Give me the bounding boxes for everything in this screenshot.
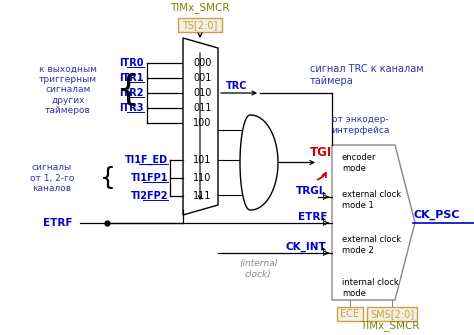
Text: ↑: ↑ [319, 192, 328, 202]
Text: TS[2:0]: TS[2:0] [182, 20, 218, 30]
Text: TIMx_SMCR: TIMx_SMCR [170, 3, 230, 13]
Text: internal clock
mode: internal clock mode [342, 278, 399, 298]
Text: TRC: TRC [226, 81, 247, 91]
Text: TI1FP1: TI1FP1 [130, 173, 168, 183]
Text: TI2FP2: TI2FP2 [130, 191, 168, 201]
Text: ECE: ECE [340, 309, 359, 319]
Text: ↑: ↑ [319, 218, 328, 228]
Text: 001: 001 [193, 73, 211, 83]
Text: ETRF: ETRF [298, 212, 328, 222]
Text: CK_INT: CK_INT [286, 242, 327, 252]
Polygon shape [332, 145, 415, 300]
Text: {: { [100, 166, 116, 190]
Text: ETRF: ETRF [43, 218, 73, 228]
Text: сигнал TRC к каналам
таймера: сигнал TRC к каналам таймера [310, 64, 424, 86]
Text: ITR0: ITR0 [119, 58, 144, 68]
Polygon shape [240, 115, 278, 210]
Text: SMS[2:0]: SMS[2:0] [370, 309, 414, 319]
Bar [178, 18, 222, 32]
Text: сигналы
от 1, 2-го
каналов: сигналы от 1, 2-го каналов [30, 163, 74, 193]
Text: 101: 101 [193, 155, 211, 165]
Text: ITR1: ITR1 [119, 73, 144, 83]
Text: ↑: ↑ [319, 248, 328, 258]
Text: TRGI: TRGI [296, 186, 324, 196]
Text: 000: 000 [193, 58, 211, 68]
Text: (internal
clock): (internal clock) [239, 259, 277, 279]
Text: {: { [117, 73, 139, 107]
Text: ITR3: ITR3 [119, 103, 144, 113]
Text: external clock
mode 2: external clock mode 2 [342, 235, 401, 255]
Text: TGI: TGI [310, 146, 332, 159]
Text: 100: 100 [193, 118, 211, 128]
Text: TIMx_SMCR: TIMx_SMCR [360, 321, 420, 331]
Text: encoder
mode: encoder mode [342, 153, 376, 173]
Text: 011: 011 [193, 103, 211, 113]
Text: external clock
mode 1: external clock mode 1 [342, 190, 401, 210]
Bar [337, 307, 363, 321]
Bar [367, 307, 417, 321]
Text: ITR2: ITR2 [119, 88, 144, 98]
Text: 010: 010 [193, 88, 211, 98]
Text: CK_PSC: CK_PSC [413, 209, 460, 220]
Text: от энкодер-
интерфейса: от энкодер- интерфейса [331, 115, 389, 135]
Text: 110: 110 [193, 173, 211, 183]
Polygon shape [183, 38, 218, 215]
Text: к выходным
триггерным
сигналам
других
таймеров: к выходным триггерным сигналам других та… [39, 65, 97, 115]
Text: 111: 111 [193, 191, 211, 201]
Text: TI1F_ED: TI1F_ED [125, 155, 168, 165]
